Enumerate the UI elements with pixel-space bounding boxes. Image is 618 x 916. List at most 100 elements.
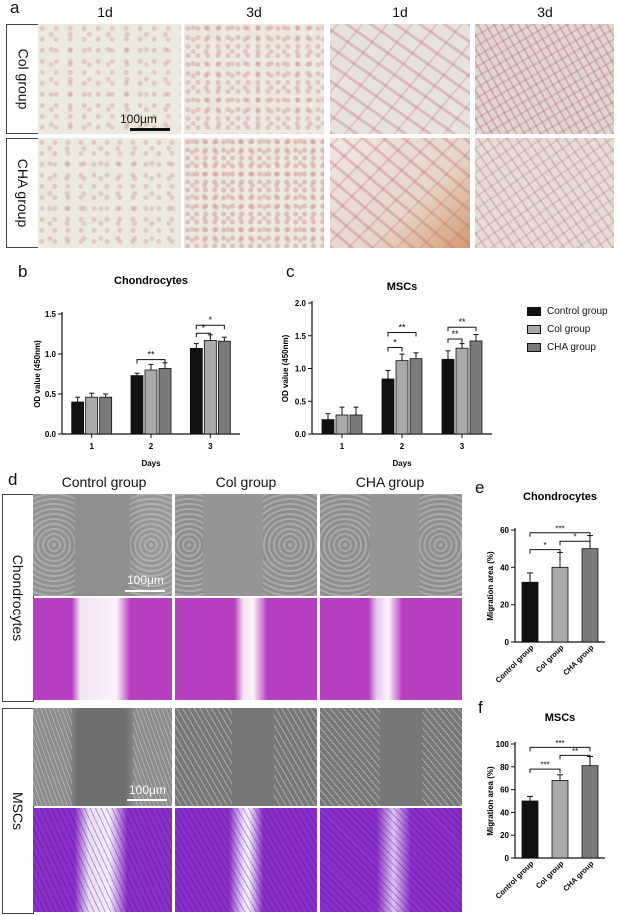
scratch-phase-mscs-cha <box>320 708 462 806</box>
micrograph-cha-3d-magnified <box>475 138 614 248</box>
significance-label: * <box>202 323 206 333</box>
significance-bracket <box>136 359 166 364</box>
significance-label: ** <box>458 317 466 327</box>
scale-bar <box>127 799 167 801</box>
panel-f-label: f <box>478 698 483 717</box>
y-axis-label: OD value (450nm) <box>281 334 290 402</box>
scale-bar-label: 100μm <box>120 112 157 126</box>
micrograph-col-1d-magnified <box>330 24 470 134</box>
scale-bar-label: 100μm <box>129 783 166 797</box>
scratch-stain-chondro-control <box>33 598 172 700</box>
y-axis-label: Migration area (%) <box>486 766 495 836</box>
bar <box>409 358 423 435</box>
legend-label: Control group <box>547 306 608 317</box>
y-tick-label: 80 <box>500 763 509 772</box>
y-tick-label: 40 <box>500 563 509 572</box>
legend-item: Control group <box>527 306 617 317</box>
x-tick-label: 3 <box>208 442 213 451</box>
y-axis-label: OD value (450nm) <box>33 340 42 408</box>
legend-item: Col group <box>527 324 617 335</box>
x-tick-label: Col group <box>534 859 566 891</box>
scratch-stain-mscs-cha <box>320 808 462 912</box>
bar <box>203 340 217 435</box>
significance-label: ** <box>398 322 406 332</box>
significance-bracket <box>529 768 561 774</box>
x-tick-label: 1 <box>340 442 345 451</box>
y-tick-label: 0.0 <box>295 430 307 439</box>
panel-a-col-header: 1d <box>392 4 408 20</box>
y-tick-label: 1.0 <box>45 350 57 359</box>
panel-c-label: c <box>286 262 295 281</box>
legend-label: Col group <box>547 324 591 335</box>
x-axis-label: Days <box>141 459 161 468</box>
micrograph-cha-3d <box>184 138 324 248</box>
significance-label: ** <box>572 747 578 756</box>
y-tick-label: 20 <box>500 601 509 610</box>
bar <box>71 401 85 435</box>
bar <box>158 368 172 435</box>
legend-item: CHA group <box>527 342 617 353</box>
scratch-phase-chondro-control: 100μm <box>33 494 172 596</box>
x-tick-label: 3 <box>460 442 465 451</box>
x-axis-label: Days <box>392 459 412 468</box>
legend-swatch-col <box>527 325 541 334</box>
chart-b-od-chondrocytes: Chondrocytes 0.0 0.5 1.0 1.5 OD value (450nm)… <box>33 275 240 468</box>
significance-bracket <box>447 338 463 344</box>
y-tick-label: 2.0 <box>295 299 307 308</box>
significance-label: * <box>573 533 576 542</box>
row-label-mscs: MSCs <box>2 708 34 914</box>
panel-d-col-header: Col group <box>215 474 277 490</box>
micrograph-cha-1d-magnified <box>330 138 470 248</box>
y-tick-label: 20 <box>500 831 509 840</box>
row-label-chondrocytes: Chondrocytes <box>2 494 34 702</box>
bar <box>85 396 99 435</box>
scratch-stain-mscs-col <box>175 808 317 912</box>
panel-e-label: e <box>475 478 485 497</box>
micrograph-col-3d-magnified <box>475 24 614 134</box>
scratch-phase-mscs-col <box>175 708 317 806</box>
bar <box>189 348 203 435</box>
significance-bracket <box>559 540 591 546</box>
micrograph-col-3d <box>184 24 324 134</box>
significance-bracket <box>529 746 591 752</box>
significance-label: ** <box>147 350 155 360</box>
x-tick-label: 2 <box>400 442 405 451</box>
significance-label: * <box>393 338 397 348</box>
bar <box>321 419 335 435</box>
x-tick-label: 2 <box>149 442 154 451</box>
y-tick-label: 60 <box>500 526 509 535</box>
bar <box>217 340 231 435</box>
bar <box>395 360 409 435</box>
significance-bracket <box>195 324 225 330</box>
significance-label: ** <box>451 329 459 339</box>
scratch-phase-mscs-control: 100μm <box>33 708 172 806</box>
bar <box>335 414 349 435</box>
significance-bracket <box>387 331 417 337</box>
y-tick-label: 60 <box>500 786 509 795</box>
chart-c-od-mscs: MSCs 0.0 0.5 1.0 1.5 2.0 OD value (450nm) Days 1… <box>281 281 492 468</box>
panel-b-label: b <box>18 262 28 281</box>
chart-title: MSCs <box>545 712 576 724</box>
y-tick-label: 1.5 <box>45 310 57 319</box>
scratch-phase-chondro-col <box>175 494 317 596</box>
bar <box>455 347 469 435</box>
panel-a-label: a <box>10 0 20 17</box>
scratch-stain-chondro-cha <box>320 598 462 700</box>
legend-swatch-control <box>527 307 541 316</box>
bar <box>551 566 569 643</box>
panel-d-label: d <box>8 470 18 489</box>
y-tick-label: 1.5 <box>295 332 307 341</box>
significance-bracket <box>529 532 591 537</box>
y-tick-label: 0.0 <box>45 430 57 439</box>
panel-d-col-header: Control group <box>61 474 147 490</box>
x-tick-label: Col group <box>534 643 566 675</box>
significance-bracket <box>529 549 561 554</box>
bar <box>469 340 483 435</box>
significance-bracket <box>447 326 477 332</box>
micrograph-col-1d: 100μm <box>38 24 181 134</box>
chart-f-migration-mscs: MSCs 0 20 40 60 80 100 Migration area (%) Contro… <box>486 712 605 901</box>
micrograph-cha-1d <box>38 138 181 248</box>
y-tick-label: 100 <box>496 740 510 749</box>
bar <box>144 369 158 435</box>
row-label-col-group: Col group <box>6 24 40 134</box>
